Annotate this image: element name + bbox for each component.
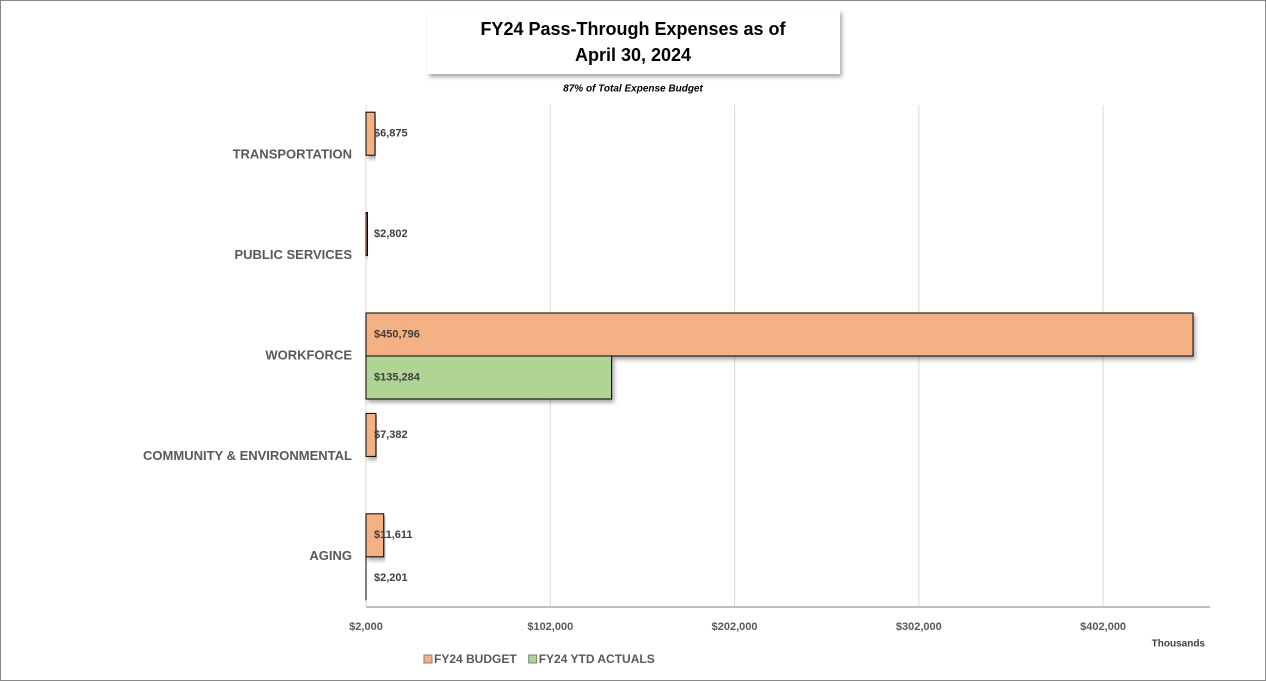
x-tick-label: $202,000 (712, 621, 758, 633)
bar (365, 412, 377, 457)
x-tick-label: $402,000 (1080, 621, 1126, 633)
data-label: $6,875 (374, 128, 408, 140)
x-tick-label: $102,000 (527, 621, 573, 633)
data-label: $11,611 (374, 529, 413, 541)
x-tick-label: $2,000 (349, 621, 383, 633)
legend-label: FY24 YTD ACTUALS (539, 652, 655, 666)
category-label: COMMUNITY & ENVIRONMENTAL (143, 448, 352, 463)
data-label: $7,382 (374, 429, 408, 441)
chart-title: April 30, 2024 (575, 45, 691, 65)
category-label: TRANSPORTATION (233, 147, 352, 162)
bar (365, 513, 385, 558)
data-label: $450,796 (374, 328, 420, 340)
category-label: PUBLIC SERVICES (234, 247, 352, 262)
bar (365, 312, 1194, 357)
legend-swatch (528, 654, 538, 664)
category-label: AGING (309, 548, 352, 563)
chart-title: FY24 Pass-Through Expenses as of (480, 19, 786, 39)
data-label: $135,284 (374, 371, 421, 383)
legend-swatch (423, 654, 433, 664)
axis-unit: Thousands (1152, 639, 1206, 650)
data-label: $2,201 (374, 572, 408, 584)
chart-subtitle: 87% of Total Expense Budget (563, 84, 703, 95)
title-box (427, 10, 840, 74)
bar (365, 111, 376, 156)
category-label: WORKFORCE (265, 347, 352, 362)
legend-label: FY24 BUDGET (434, 652, 517, 666)
bar (365, 212, 368, 257)
x-tick-label: $302,000 (896, 621, 942, 633)
data-label: $2,802 (374, 228, 408, 240)
bar (365, 355, 613, 400)
